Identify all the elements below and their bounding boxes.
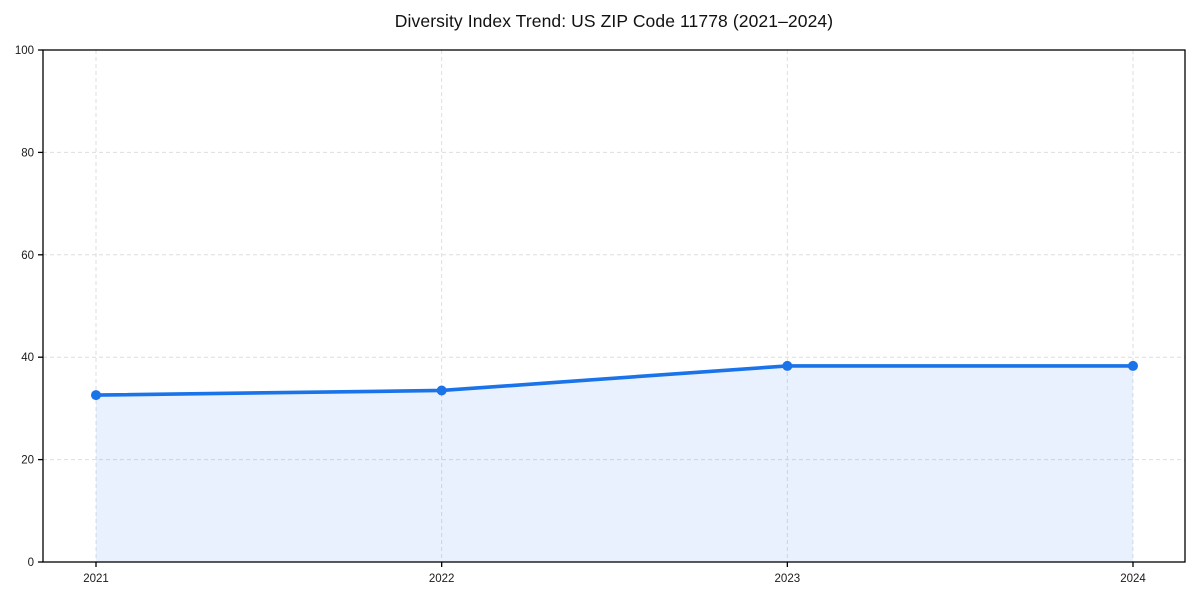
x-tick-label-2021: 2021 bbox=[83, 573, 109, 585]
plot-border bbox=[42, 49, 1186, 563]
data-point-2024 bbox=[1128, 360, 1138, 371]
y-tick-label-100: 100 bbox=[15, 45, 34, 57]
chart-title: Diversity Index Trend: US ZIP Code 11778… bbox=[394, 11, 834, 31]
trend-line bbox=[94, 364, 1135, 397]
data-point-2022 bbox=[436, 385, 447, 396]
y-tick-label-80: 80 bbox=[21, 147, 34, 159]
data-point-2021 bbox=[91, 390, 101, 401]
y-tick-label-40: 40 bbox=[21, 352, 34, 364]
data-point-2023 bbox=[782, 360, 793, 371]
x-tick-label-2022: 2022 bbox=[429, 573, 455, 585]
y-tick-label-60: 60 bbox=[21, 250, 34, 262]
y-tick-label-0: 0 bbox=[28, 557, 34, 569]
y-tick-label-20: 20 bbox=[21, 455, 34, 467]
x-tick-label-2024: 2024 bbox=[1120, 573, 1146, 585]
area-fill bbox=[96, 365, 1133, 562]
x-tick-label-2023: 2023 bbox=[775, 573, 801, 585]
